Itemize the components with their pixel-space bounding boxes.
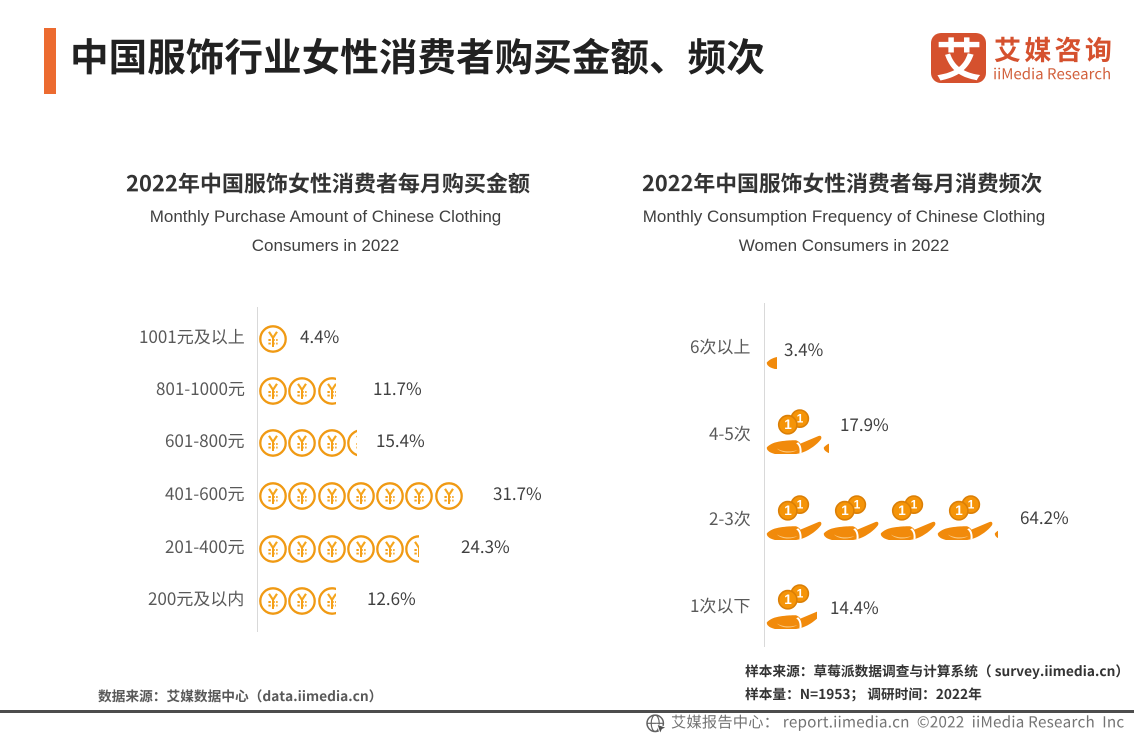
svg-text:1: 1	[911, 498, 918, 512]
svg-text:1: 1	[784, 592, 792, 607]
svg-text:1: 1	[797, 498, 804, 512]
svg-text:1: 1	[784, 503, 792, 518]
svg-text:1: 1	[854, 498, 861, 512]
svg-text:1: 1	[797, 587, 804, 601]
svg-text:1: 1	[841, 503, 849, 518]
svg-text:1: 1	[898, 503, 906, 518]
svg-text:1: 1	[968, 498, 975, 512]
svg-text:1: 1	[784, 417, 792, 432]
svg-text:1: 1	[797, 412, 804, 426]
svg-text:1: 1	[955, 503, 963, 518]
